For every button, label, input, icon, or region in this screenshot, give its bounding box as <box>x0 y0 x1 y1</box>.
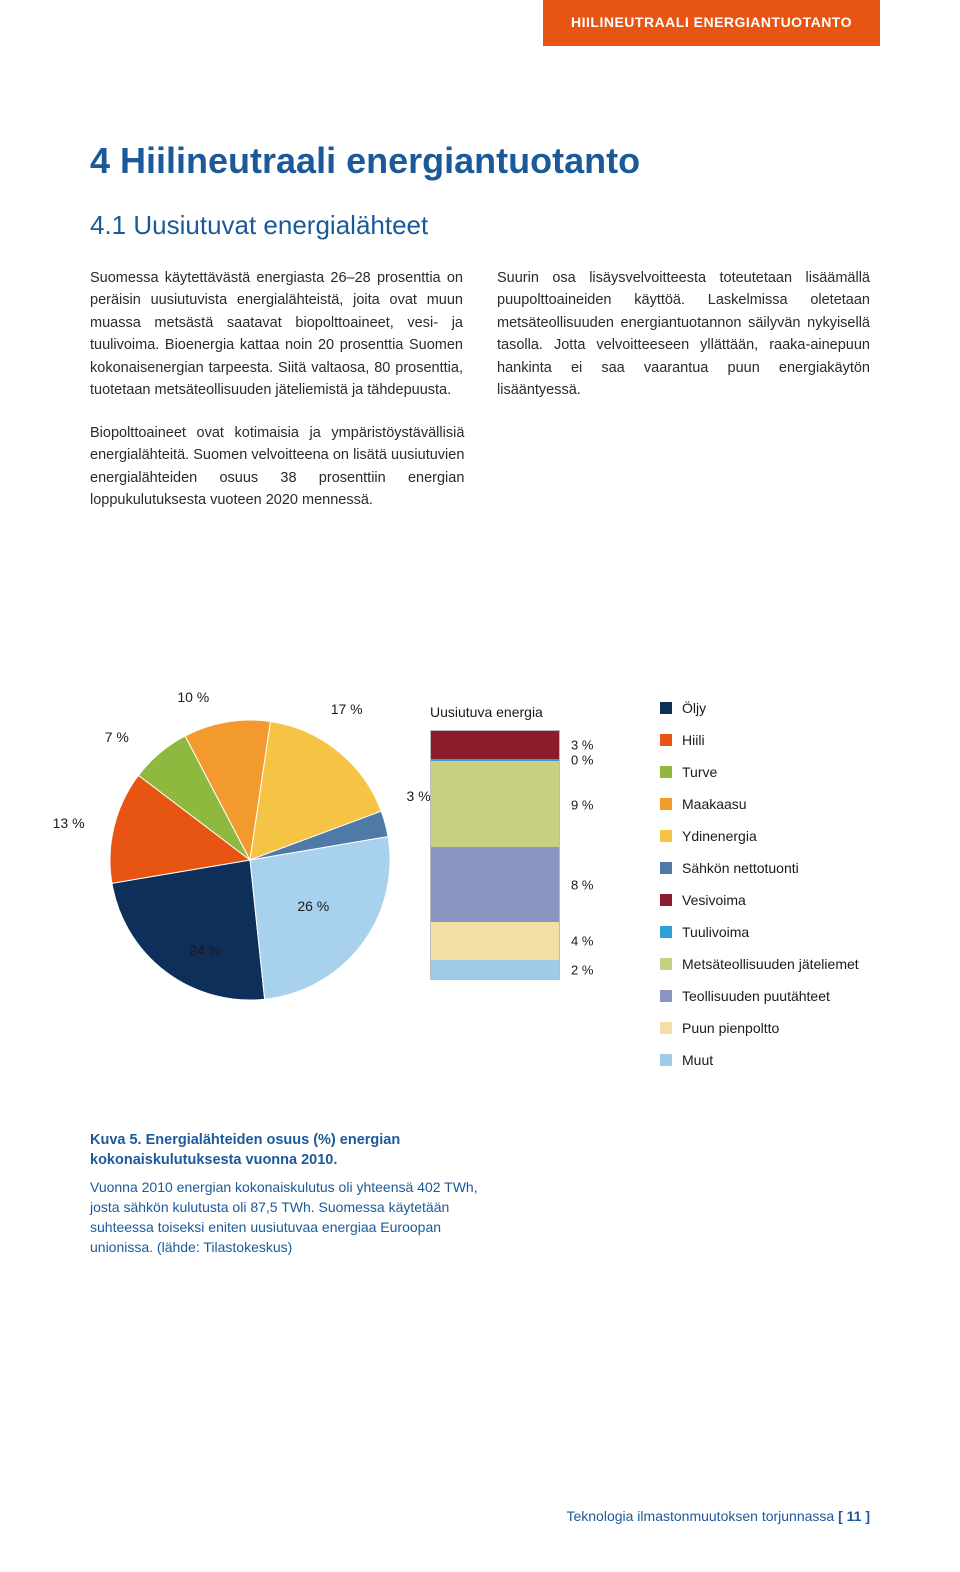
pie-chart: 24 %13 %7 %10 %17 %3 %26 % <box>90 700 410 1020</box>
legend-label: Puun pienpoltto <box>682 1020 779 1036</box>
paragraph-right: Suurin osa lisäysvelvoitteesta toteuteta… <box>497 267 870 402</box>
caption-body: Vuonna 2010 energian kokonaiskulutus oli… <box>90 1177 490 1258</box>
legend-item: Hiili <box>660 732 940 748</box>
legend-label: Maakaasu <box>682 796 747 812</box>
legend-swatch <box>660 766 672 778</box>
legend-label: Teollisuuden puutähteet <box>682 988 830 1004</box>
legend-item: Sähkön nettotuonti <box>660 860 940 876</box>
paragraph-bottom: Biopolttoaineet ovat kotimaisia ja ympär… <box>90 422 464 512</box>
legend-swatch <box>660 702 672 714</box>
two-column-text: Suomessa käytettävästä energiasta 26–28 … <box>90 267 870 402</box>
legend-swatch <box>660 958 672 970</box>
legend-swatch <box>660 1022 672 1034</box>
stacked-bar-chart: 3 %0 %9 %8 %4 %2 % <box>430 730 600 980</box>
page-title: 4 Hiilineutraali energiantuotanto <box>90 140 870 182</box>
footer-text: Teknologia ilmastonmuutoksen torjunnassa <box>566 1508 834 1524</box>
legend-label: Vesivoima <box>682 892 746 908</box>
bar-segment-label: 0 % <box>571 753 593 768</box>
bar-segment: 4 % <box>431 922 559 960</box>
bar-segment-label: 2 % <box>571 962 593 977</box>
legend-swatch <box>660 734 672 746</box>
pie-slice <box>250 837 390 1000</box>
legend-label: Tuulivoima <box>682 924 749 940</box>
stacked-bar-title: Uusiutuva energia <box>430 704 543 720</box>
bar-segment-label: 8 % <box>571 877 593 892</box>
pie-slice-label: 10 % <box>177 689 209 705</box>
pie-slice-label: 24 % <box>189 942 221 958</box>
legend-item: Muut <box>660 1052 940 1068</box>
pie-svg <box>90 700 410 1020</box>
legend-label: Turve <box>682 764 717 780</box>
legend-item: Tuulivoima <box>660 924 940 940</box>
legend-item: Turve <box>660 764 940 780</box>
pie-slice-label: 7 % <box>105 729 129 745</box>
section-subtitle: 4.1 Uusiutuvat energialähteet <box>90 210 870 241</box>
legend-item: Ydinenergia <box>660 828 940 844</box>
pie-slice-label: 26 % <box>297 898 329 914</box>
legend-label: Sähkön nettotuonti <box>682 860 799 876</box>
legend-swatch <box>660 926 672 938</box>
legend-swatch <box>660 990 672 1002</box>
legend: Öljy Hiili Turve Maakaasu Ydinenergia Sähkön … <box>660 700 940 1084</box>
legend-swatch <box>660 894 672 906</box>
legend-item: Vesivoima <box>660 892 940 908</box>
pie-slice-label: 17 % <box>331 701 363 717</box>
section-header-tab: HIILINEUTRAALI ENERGIANTUOTANTO <box>543 0 880 46</box>
bar-segment: 2 % <box>431 960 559 979</box>
bar-segment-label: 4 % <box>571 934 593 949</box>
main-content: 4 Hiilineutraali energiantuotanto 4.1 Uu… <box>90 140 870 512</box>
pie-slice <box>112 860 265 1000</box>
legend-item: Teollisuuden puutähteet <box>660 988 940 1004</box>
bar-segment: 3 % <box>431 731 559 759</box>
bar-segment-label: 3 % <box>571 738 593 753</box>
legend-label: Öljy <box>682 700 706 716</box>
legend-label: Hiili <box>682 732 705 748</box>
legend-swatch <box>660 830 672 842</box>
legend-item: Metsäteollisuuden jäteliemet <box>660 956 940 972</box>
page-number: [ 11 ] <box>838 1508 870 1524</box>
legend-swatch <box>660 798 672 810</box>
legend-label: Metsäteollisuuden jäteliemet <box>682 956 859 972</box>
legend-item: Maakaasu <box>660 796 940 812</box>
legend-item: Öljy <box>660 700 940 716</box>
bar-segment: 9 % <box>431 761 559 846</box>
bar-segment-label: 9 % <box>571 797 593 812</box>
caption-title: Kuva 5. Energialähteiden osuus (%) energ… <box>90 1130 490 1171</box>
figure-caption: Kuva 5. Energialähteiden osuus (%) energ… <box>90 1130 490 1258</box>
pie-slice-label: 3 % <box>407 788 431 804</box>
bar-stack: 3 %0 %9 %8 %4 %2 % <box>430 730 560 980</box>
legend-label: Ydinenergia <box>682 828 757 844</box>
bar-segment: 8 % <box>431 847 559 923</box>
paragraph-left: Suomessa käytettävästä energiasta 26–28 … <box>90 267 463 402</box>
legend-label: Muut <box>682 1052 713 1068</box>
pie-slice-label: 13 % <box>53 815 85 831</box>
page-footer: Teknologia ilmastonmuutoksen torjunnassa… <box>566 1508 870 1524</box>
legend-swatch <box>660 862 672 874</box>
legend-swatch <box>660 1054 672 1066</box>
legend-item: Puun pienpoltto <box>660 1020 940 1036</box>
